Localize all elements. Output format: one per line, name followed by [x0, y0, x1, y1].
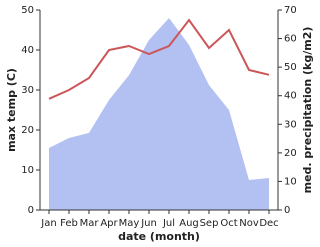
y-tick-label: 40 — [21, 45, 34, 56]
y2-tick-label: 0 — [284, 205, 290, 216]
x-tick-label: Jan — [40, 218, 56, 229]
y-tick-label: 20 — [21, 125, 34, 136]
x-tick-label: Jul — [162, 218, 175, 229]
y2-tick-label: 40 — [284, 91, 297, 102]
x-tick-label: Dec — [259, 218, 278, 229]
y-tick-label: 50 — [21, 5, 34, 16]
x-tick-label: May — [119, 218, 140, 229]
y2-tick-label: 50 — [284, 62, 297, 73]
x-tick-label: Aug — [179, 218, 199, 229]
y-tick-label: 10 — [21, 165, 34, 176]
line — [48, 18, 270, 100]
y2-tick-label: 60 — [284, 34, 297, 45]
x-tick-label: Oct — [220, 218, 237, 229]
y-axis-label: max temp (C) — [5, 68, 18, 152]
area — [49, 18, 269, 210]
y2-tick-label: 10 — [284, 176, 297, 187]
x-tick-label: Jun — [140, 218, 157, 229]
y-tick-label: 0 — [28, 205, 34, 216]
y2-tick-label: 20 — [284, 148, 297, 159]
y2-axis-label: med. precipitation (kg/m2) — [301, 27, 314, 194]
x-tick-label: Sep — [200, 218, 219, 229]
y2-tick-label: 30 — [284, 119, 297, 130]
x-axis-label: date (month) — [118, 230, 200, 243]
x-tick-label: Nov — [239, 218, 259, 229]
x-tick-label: Feb — [60, 218, 78, 229]
y2-tick-label: 70 — [284, 5, 297, 16]
y-tick-label: 30 — [21, 85, 34, 96]
x-tick-label: Apr — [100, 218, 118, 229]
x-tick-label: Mar — [80, 218, 100, 229]
